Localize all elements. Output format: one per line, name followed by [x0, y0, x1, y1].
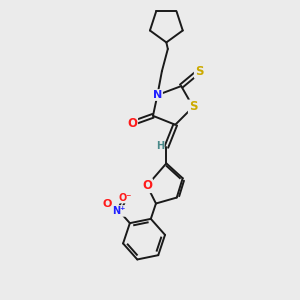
- Text: O: O: [142, 179, 152, 192]
- Text: S: S: [195, 65, 203, 78]
- Text: H: H: [156, 141, 164, 151]
- Text: S: S: [189, 100, 197, 113]
- Text: O: O: [102, 199, 112, 209]
- Text: N⁺: N⁺: [112, 206, 126, 216]
- Text: N: N: [153, 90, 162, 100]
- Text: O: O: [127, 117, 137, 130]
- Text: O⁻: O⁻: [118, 193, 132, 202]
